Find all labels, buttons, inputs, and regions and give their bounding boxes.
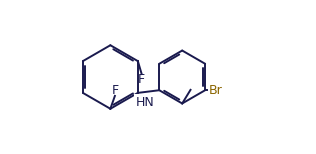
Text: Br: Br [209, 84, 222, 97]
Text: F: F [138, 73, 145, 86]
Text: HN: HN [136, 96, 155, 109]
Text: F: F [112, 84, 119, 97]
